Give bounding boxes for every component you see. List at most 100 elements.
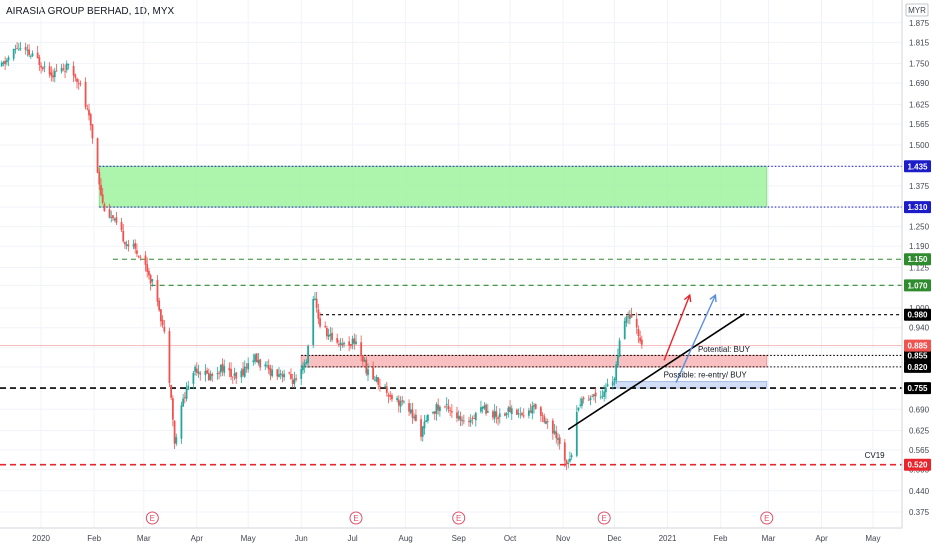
candle (505, 412, 508, 419)
candle (209, 370, 212, 381)
candle (587, 395, 590, 401)
candle-body (331, 332, 333, 340)
candle-body (124, 242, 126, 245)
candle-body (53, 71, 56, 78)
candle-body (50, 72, 53, 76)
candle (603, 385, 606, 402)
x-tick-label: Jul (347, 534, 357, 543)
candle-body (504, 413, 506, 416)
candle-body (353, 338, 356, 344)
candle (343, 341, 345, 348)
y-tick-label: 0.565 (909, 446, 930, 455)
candle-body (481, 406, 484, 409)
candle-body (507, 407, 510, 412)
candle-body (134, 243, 137, 249)
candle-body (433, 411, 436, 414)
candle-body (125, 244, 128, 246)
chart-title: AIRASIA GROUP BERHAD, 1D, MYX (6, 6, 175, 17)
candle-body (122, 230, 125, 242)
y-tick-label: 1.565 (909, 120, 930, 129)
candle-body (269, 368, 272, 376)
candle (2, 60, 5, 67)
earnings-marker[interactable] (597, 511, 611, 525)
candle (449, 407, 452, 417)
candle-body (259, 359, 262, 368)
x-tick-label: Dec (607, 534, 621, 543)
y-tick-label: 1.690 (909, 79, 930, 88)
earnings-marker[interactable] (349, 511, 363, 525)
level-badge-1.150-text: 1.150 (907, 255, 928, 264)
candle (185, 382, 188, 402)
candle-body (302, 366, 304, 371)
candle-body (339, 342, 342, 345)
candle (148, 267, 150, 280)
candle-body (110, 217, 113, 218)
candle (223, 359, 226, 377)
candle (300, 364, 303, 386)
candle-body (197, 371, 200, 374)
candle (187, 380, 190, 390)
candle (348, 336, 351, 352)
candle (401, 395, 404, 406)
candle-body (288, 372, 291, 374)
candle-body (343, 342, 345, 345)
candle-body (462, 420, 465, 422)
candle-body (377, 377, 380, 385)
candle-body (581, 398, 583, 406)
candle-body (168, 331, 171, 384)
earnings-marker[interactable] (452, 511, 466, 525)
candle-body (627, 316, 630, 318)
candle (485, 403, 487, 416)
candle-body (235, 372, 238, 379)
earnings-marker[interactable] (145, 511, 159, 525)
candle-body (314, 298, 316, 301)
candle-body (341, 343, 344, 346)
candle-body (575, 411, 578, 456)
candle-body (76, 78, 78, 83)
candle (156, 275, 159, 307)
candle (473, 414, 476, 420)
candles-layer (0, 41, 643, 470)
candle-body (445, 403, 448, 405)
y-tick-label: 1.875 (909, 19, 930, 28)
candle (255, 353, 258, 363)
candle (40, 62, 42, 74)
candle-body (88, 109, 90, 116)
candle (103, 202, 106, 212)
candle-body (171, 398, 174, 420)
candle (331, 327, 333, 342)
candle-body (317, 309, 320, 319)
candle-body (461, 419, 464, 421)
candle (269, 364, 272, 381)
candle-body (158, 300, 161, 311)
candle-body (48, 66, 51, 75)
candle-body (336, 337, 339, 343)
candle-body (432, 411, 434, 414)
candle (276, 368, 279, 381)
candle (640, 335, 643, 349)
candle-body (372, 367, 375, 380)
candle-body (291, 380, 294, 385)
candle-body (240, 370, 243, 378)
candle (527, 407, 530, 419)
candle (565, 459, 568, 470)
candle-body (435, 404, 438, 414)
levels-layer (0, 165, 902, 466)
level-badge-0.755 (904, 382, 931, 395)
candle-body (577, 407, 580, 411)
candle (432, 411, 434, 415)
arrow-line-0 (663, 294, 691, 361)
candle-body (543, 416, 546, 423)
candle-body (425, 420, 428, 422)
candle (247, 357, 250, 373)
earnings-marker[interactable] (760, 511, 774, 525)
candle-body (103, 204, 106, 212)
candle (125, 240, 128, 250)
candle (252, 353, 255, 366)
candle-body (534, 404, 537, 409)
candle-body (582, 397, 585, 400)
candle (420, 415, 422, 441)
candle (558, 434, 561, 450)
y-tick-label: 1.500 (909, 141, 930, 150)
